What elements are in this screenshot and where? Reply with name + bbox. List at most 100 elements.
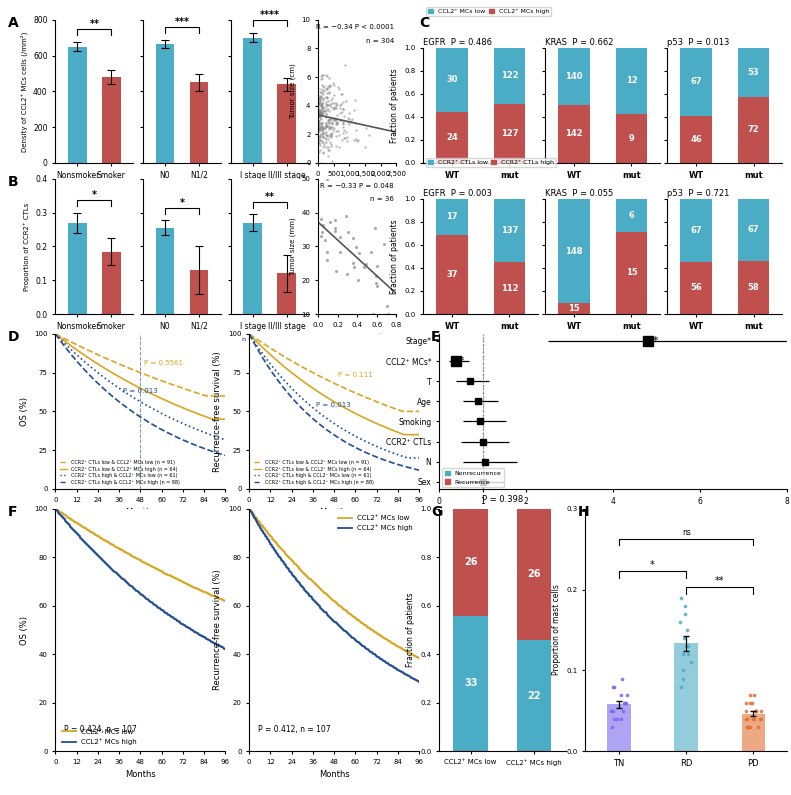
Point <box>620 688 633 701</box>
Text: KRAS  P = 0.662: KRAS P = 0.662 <box>545 38 614 47</box>
Point <box>320 87 333 99</box>
Text: 6: 6 <box>629 211 634 219</box>
Text: H: H <box>577 505 589 519</box>
Point <box>676 664 689 677</box>
Point <box>312 106 325 118</box>
Bar <box>494 104 525 163</box>
Point <box>312 130 325 142</box>
Point <box>312 118 325 130</box>
Text: *: * <box>459 356 464 366</box>
Point <box>747 712 759 725</box>
Point <box>313 105 326 118</box>
Point <box>315 98 327 111</box>
Point <box>369 222 382 235</box>
Point <box>338 110 350 122</box>
Point <box>331 99 344 111</box>
Bar <box>278 84 296 163</box>
Point <box>607 681 620 693</box>
Bar <box>615 199 647 231</box>
Point <box>359 122 372 134</box>
Bar <box>244 223 262 314</box>
Legend: CCR2⁺ CTLs low, CCR2⁺ CTLs high: CCR2⁺ CTLs low, CCR2⁺ CTLs high <box>426 158 556 167</box>
Text: EGFR  P = 0.486: EGFR P = 0.486 <box>423 38 492 47</box>
Point <box>350 241 362 254</box>
Point <box>325 127 338 140</box>
Point <box>741 720 754 733</box>
Point <box>325 113 338 126</box>
Point <box>318 104 331 117</box>
Point <box>316 120 328 133</box>
Point <box>335 134 348 147</box>
Point <box>314 107 327 120</box>
Text: p53  P = 0.721: p53 P = 0.721 <box>668 189 730 198</box>
Point <box>316 122 328 135</box>
Point <box>313 107 326 119</box>
Point <box>320 120 333 133</box>
Point <box>675 591 687 604</box>
Point <box>316 120 329 133</box>
X-axis label: Months: Months <box>125 770 156 779</box>
Point <box>335 87 347 100</box>
Point <box>312 94 324 107</box>
Point <box>314 139 327 152</box>
Point <box>323 143 335 156</box>
Text: P = 0.013: P = 0.013 <box>316 401 351 408</box>
Text: 33: 33 <box>464 678 478 688</box>
Point <box>329 114 342 126</box>
Bar <box>453 509 488 615</box>
Point <box>749 704 762 717</box>
Point <box>320 91 333 103</box>
Point <box>336 106 349 118</box>
Point <box>312 137 325 149</box>
Point <box>329 99 342 111</box>
Point <box>316 125 329 138</box>
Text: 56: 56 <box>691 283 702 293</box>
Point <box>316 117 328 130</box>
Point <box>315 99 327 111</box>
Point <box>315 72 327 85</box>
Point <box>316 130 329 143</box>
Point <box>316 225 328 238</box>
Text: ns: ns <box>682 529 691 537</box>
Point <box>330 114 343 126</box>
Point <box>324 128 336 141</box>
Point <box>314 134 327 146</box>
Point <box>313 107 326 119</box>
Point <box>315 86 327 99</box>
Point <box>744 720 757 733</box>
Point <box>679 607 692 620</box>
Point <box>335 114 347 126</box>
Point <box>346 257 359 270</box>
Text: 26: 26 <box>527 569 541 580</box>
Point <box>336 118 349 130</box>
Y-axis label: Recurrence-free survival (%): Recurrence-free survival (%) <box>214 351 222 471</box>
Point <box>326 124 339 137</box>
Point <box>313 122 326 135</box>
Text: ***: *** <box>175 17 190 27</box>
Point <box>314 107 327 119</box>
Point <box>337 103 350 115</box>
Point <box>323 113 335 126</box>
Bar <box>190 270 208 314</box>
Point <box>345 115 358 128</box>
Point <box>325 94 338 107</box>
Point <box>328 114 341 126</box>
Y-axis label: Proportion of mast cells: Proportion of mast cells <box>552 584 561 676</box>
Text: R = −0.33 P = 0.048: R = −0.33 P = 0.048 <box>320 183 394 189</box>
Point <box>615 688 627 701</box>
Point <box>324 140 337 153</box>
Text: P = 0.013: P = 0.013 <box>123 388 157 394</box>
Point <box>320 83 332 95</box>
Legend: CCL2⁺ MCs low, CCL2⁺ MCs high: CCL2⁺ MCs low, CCL2⁺ MCs high <box>426 7 551 16</box>
Text: n = 6: n = 6 <box>191 337 207 342</box>
Point <box>316 108 329 121</box>
Point <box>313 123 326 136</box>
Point <box>315 100 327 113</box>
Point <box>330 124 343 137</box>
Text: 67: 67 <box>747 225 759 235</box>
Point <box>317 94 330 107</box>
Bar <box>680 262 712 314</box>
Point <box>314 157 327 169</box>
Point <box>348 134 361 146</box>
Point <box>326 97 339 110</box>
